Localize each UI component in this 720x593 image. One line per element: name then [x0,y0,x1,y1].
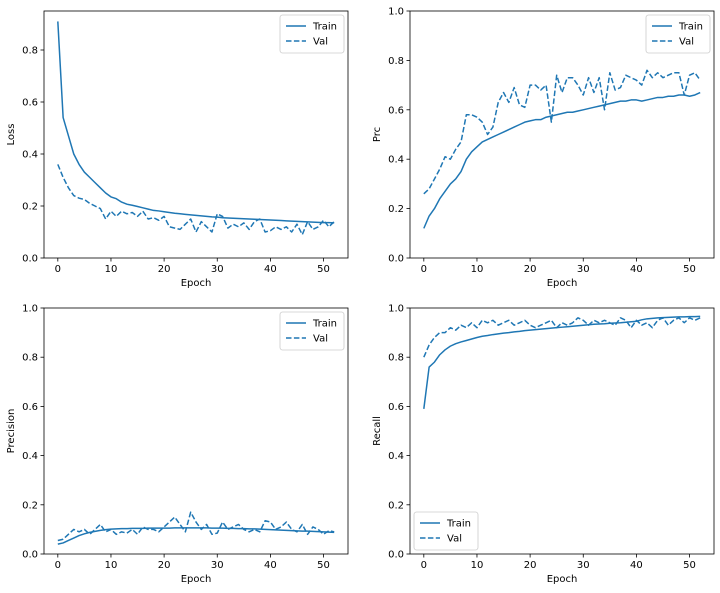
x-tick-label: 0 [421,264,427,275]
y-tick-label: 0.0 [388,550,404,561]
legend-label-train: Train [678,22,703,33]
series-line-val [423,317,701,358]
y-tick-label: 0.2 [388,204,404,215]
y-tick-label: 0.6 [22,98,38,109]
x-tick-label: 50 [683,560,696,571]
legend-label-train: Train [446,519,471,530]
axes-frame [43,10,349,259]
subplot-precision: 0 10 20 30 40 50 0.0 0.2 0.4 0.6 0.8 1.0 Epoch Precis… [6,304,349,585]
legend-label-val: Val [679,37,694,48]
x-tick-label: 0 [421,560,427,571]
y-tick-label: 0.2 [22,500,38,511]
x-tick-label: 10 [471,264,484,275]
x-tick-label: 20 [524,264,537,275]
y-axis-label: Loss [6,124,17,146]
legend-label-val: Val [313,334,328,345]
series-line-val [423,69,701,195]
x-axis-label: Epoch [181,574,212,585]
y-tick-label: 0.0 [22,254,38,265]
y-tick-label: 0.2 [388,500,404,511]
legend-box [645,14,711,54]
y-tick-label: 1.0 [22,304,38,315]
y-tick-label: 0.4 [22,150,38,161]
legend-label-val: Val [447,534,462,545]
x-tick-label: 40 [264,560,277,571]
y-tick-label: 0.4 [388,155,404,166]
subplot-loss: 0 10 20 30 40 50 0.0 0.2 0.4 0.6 0.8 Epoch Loss Train… [6,10,349,289]
series-line-train [423,91,701,229]
legend-label-train: Train [312,319,337,330]
series-line-val [57,511,335,542]
legend: Train Val [279,14,345,54]
legend-label-train: Train [312,22,337,33]
legend-box [279,311,345,351]
x-tick-label: 10 [471,560,484,571]
axes-frame [43,307,349,555]
y-tick-label: 0.0 [22,550,38,561]
y-axis-label: Precision [6,409,17,454]
y-tick-label: 0.8 [388,353,404,364]
y-tick-label: 0.6 [388,105,404,116]
y-tick-label: 1.0 [388,7,404,18]
y-axis-label: Prc [372,127,383,142]
y-tick-label: 0.6 [22,402,38,413]
x-tick-label: 30 [211,264,224,275]
y-tick-label: 0.8 [22,46,38,57]
x-tick-label: 20 [158,264,171,275]
legend-box [279,14,345,54]
y-tick-label: 0.8 [22,353,38,364]
axes-frame [409,10,715,259]
y-tick-label: 0.0 [388,254,404,265]
axes-frame [409,307,715,555]
x-tick-label: 30 [211,560,224,571]
y-tick-label: 0.4 [22,451,38,462]
legend-label-val: Val [313,37,328,48]
x-tick-label: 50 [317,560,330,571]
series-line-train [423,315,701,409]
x-tick-label: 20 [524,560,537,571]
x-tick-label: 10 [105,560,118,571]
x-tick-label: 50 [683,264,696,275]
y-tick-label: 0.4 [388,451,404,462]
x-tick-label: 40 [630,264,643,275]
series-line-val [57,164,335,236]
x-axis-label: Epoch [547,574,578,585]
x-tick-label: 10 [105,264,118,275]
series-line-train [57,21,335,224]
x-tick-label: 40 [264,264,277,275]
legend: Train Val [413,511,479,551]
subplot-recall: 0 10 20 30 40 50 0.0 0.2 0.4 0.6 0.8 1.0 Epoch Recall… [372,304,715,585]
x-tick-label: 20 [158,560,171,571]
y-tick-label: 0.2 [22,202,38,213]
x-axis-label: Epoch [181,278,212,289]
subplot-prc: 0 10 20 30 40 50 0.0 0.2 0.4 0.6 0.8 1.0 Epoch Prc Tra… [372,7,715,289]
y-tick-label: 0.6 [388,402,404,413]
series-line-train [57,527,335,545]
x-tick-label: 0 [55,560,61,571]
x-tick-label: 40 [630,560,643,571]
x-axis-label: Epoch [547,278,578,289]
y-tick-label: 1.0 [388,304,404,315]
legend: Train Val [645,14,711,54]
legend-box [413,511,479,551]
x-tick-label: 30 [577,264,590,275]
legend: Train Val [279,311,345,351]
y-axis-label: Recall [372,416,383,446]
x-tick-label: 50 [317,264,330,275]
x-tick-label: 30 [577,560,590,571]
x-tick-label: 0 [55,264,61,275]
y-tick-label: 0.8 [388,56,404,67]
